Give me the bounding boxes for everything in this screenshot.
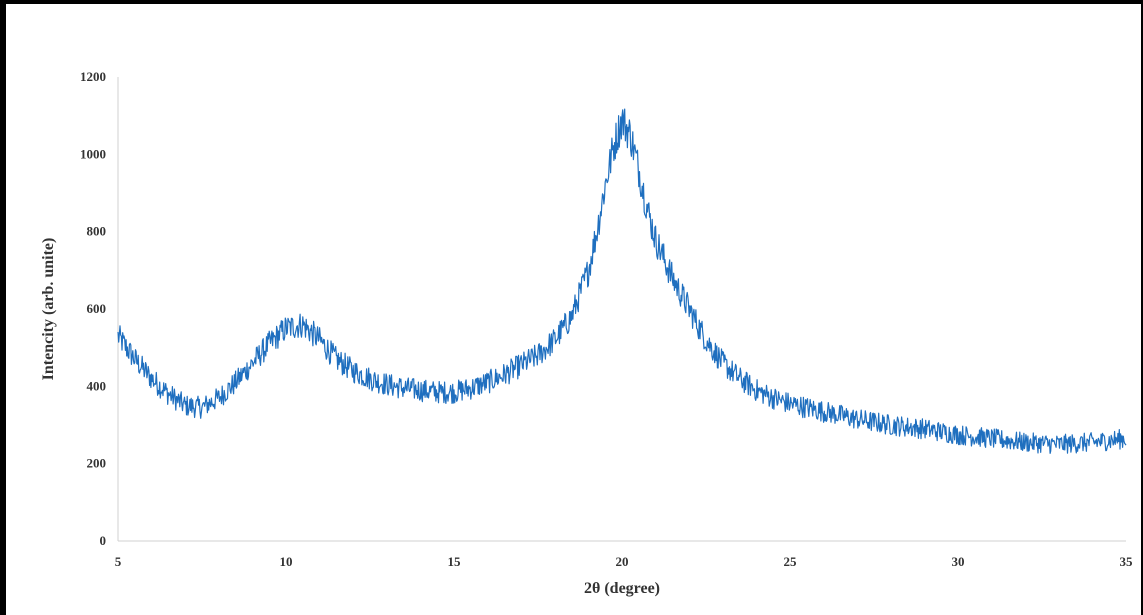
chart-ticks: 5 10 15 20 25 30 35 0 200 400 600 800 1000 1200	[80, 69, 1133, 569]
y-tick-label: 400	[87, 378, 107, 393]
series-line	[117, 108, 1127, 454]
x-tick-label: 20	[616, 554, 629, 569]
chart-series	[117, 108, 1127, 454]
chart-axes	[117, 77, 1126, 542]
x-tick-label: 10	[280, 554, 293, 569]
y-axis-title: Intencity (arb. unite)	[40, 238, 57, 381]
y-tick-label: 1000	[80, 146, 106, 161]
y-tick-label: 0	[100, 533, 107, 548]
x-tick-label: 30	[952, 554, 965, 569]
x-axis-title: 2θ (degree)	[584, 580, 660, 597]
x-tick-label: 15	[448, 554, 462, 569]
y-tick-label: 800	[87, 224, 107, 239]
y-tick-label: 1200	[80, 69, 106, 84]
y-tick-label: 200	[87, 456, 107, 471]
x-tick-label: 35	[1120, 554, 1134, 569]
x-tick-label: 25	[784, 554, 798, 569]
y-tick-label: 600	[87, 301, 107, 316]
x-tick-label: 5	[115, 554, 122, 569]
